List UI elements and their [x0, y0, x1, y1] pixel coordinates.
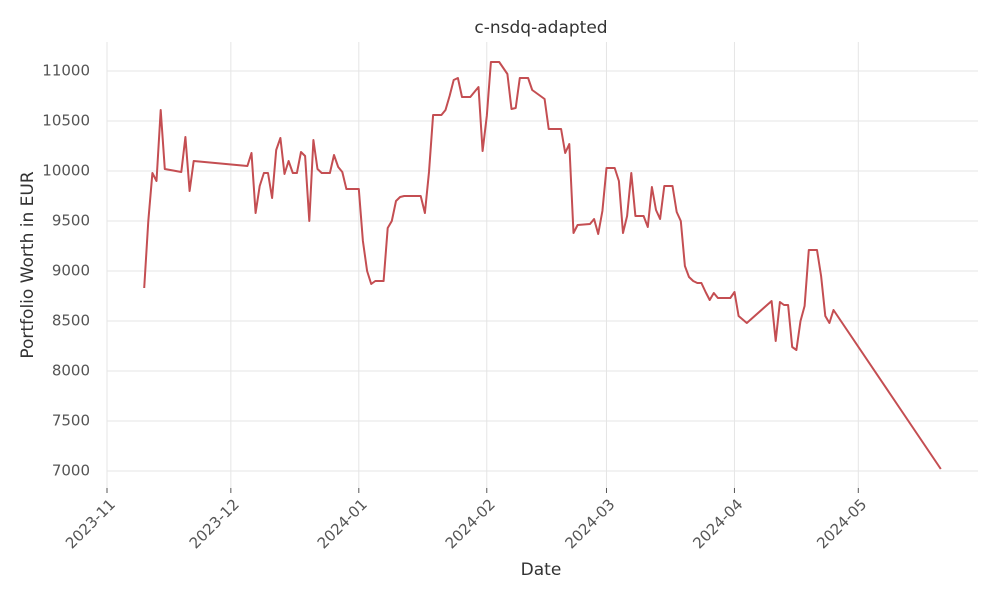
x-tick-label: 2024-01	[314, 495, 371, 552]
x-tick-label: 2024-03	[561, 495, 618, 552]
y-tick-label: 10000	[42, 162, 90, 180]
y-tick-label: 7500	[52, 412, 90, 430]
chart-title: c-nsdq-adapted	[474, 18, 607, 38]
data-line	[143, 61, 942, 470]
x-axis-label: Date	[521, 560, 562, 580]
x-tick-label: 2023-12	[186, 495, 243, 552]
y-tick-label: 11000	[42, 62, 90, 80]
y-tick-label: 7000	[52, 462, 90, 480]
x-tick-label: 2023-11	[62, 495, 119, 552]
y-tick-label: 9500	[52, 212, 90, 230]
y-tick-label: 9000	[52, 262, 90, 280]
x-tick-label: 2024-05	[813, 495, 870, 552]
x-tick-label: 2024-04	[689, 495, 746, 552]
x-tick-label: 2024-02	[442, 495, 499, 552]
y-tick-label: 8000	[52, 362, 90, 380]
y-axis-label: Portfolio Worth in EUR	[18, 171, 38, 358]
y-tick-label: 8500	[52, 312, 90, 330]
y-tick-label: 10500	[42, 112, 90, 130]
